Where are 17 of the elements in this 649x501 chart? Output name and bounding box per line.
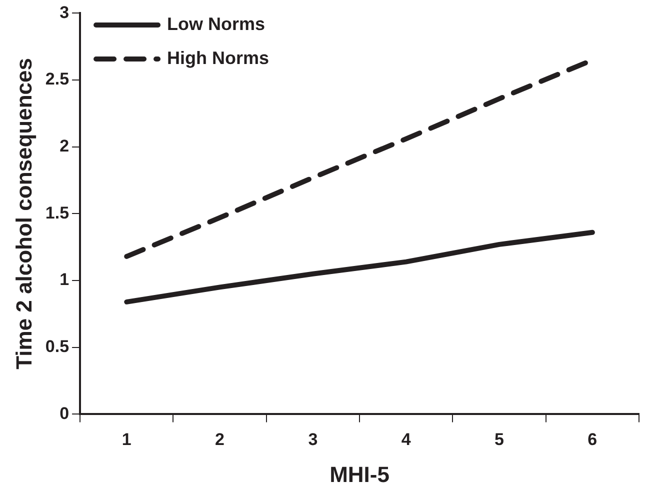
y-tick-label: 2 [60, 136, 70, 156]
y-tick-label: 0.5 [45, 337, 70, 356]
y-tick-label: 3 [60, 2, 70, 22]
x-tick-label: 3 [308, 430, 318, 450]
y-axis-title: Time 2 alcohol consequences [11, 58, 36, 370]
x-axis-title: MHI-5 [330, 462, 390, 487]
x-tick-label: 6 [588, 430, 598, 450]
y-tick-label: 2.5 [45, 70, 70, 89]
x-tick-label: 5 [494, 430, 504, 450]
x-tick-label: 1 [122, 430, 132, 450]
x-tick-label: 2 [215, 430, 225, 450]
y-tick-label: 0 [60, 404, 70, 423]
y-tick-label: 1 [60, 270, 70, 290]
x-tick-label: 4 [401, 430, 412, 450]
legend-label: High Norms [167, 48, 270, 68]
y-tick-label: 1.5 [45, 203, 70, 222]
legend-label: Low Norms [167, 14, 266, 34]
